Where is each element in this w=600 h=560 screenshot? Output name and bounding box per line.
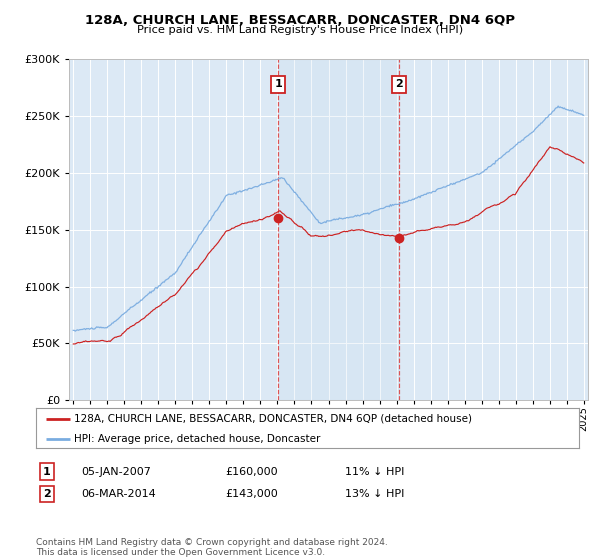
Text: 05-JAN-2007: 05-JAN-2007 [81,466,151,477]
Text: Price paid vs. HM Land Registry's House Price Index (HPI): Price paid vs. HM Land Registry's House … [137,25,463,35]
Text: 1: 1 [274,80,282,90]
Text: 1: 1 [43,466,50,477]
Text: 128A, CHURCH LANE, BESSACARR, DONCASTER, DN4 6QP: 128A, CHURCH LANE, BESSACARR, DONCASTER,… [85,14,515,27]
Text: 11% ↓ HPI: 11% ↓ HPI [345,466,404,477]
Bar [278,59,400,400]
Text: 2: 2 [395,80,403,90]
Text: 13% ↓ HPI: 13% ↓ HPI [345,489,404,499]
Text: Contains HM Land Registry data © Crown copyright and database right 2024.
This d: Contains HM Land Registry data © Crown c… [36,538,388,557]
Text: HPI: Average price, detached house, Doncaster: HPI: Average price, detached house, Donc… [74,434,320,444]
Text: £143,000: £143,000 [225,489,278,499]
Text: 2: 2 [43,489,50,499]
Text: £160,000: £160,000 [225,466,278,477]
Text: 128A, CHURCH LANE, BESSACARR, DONCASTER, DN4 6QP (detached house): 128A, CHURCH LANE, BESSACARR, DONCASTER,… [74,414,472,424]
Text: 06-MAR-2014: 06-MAR-2014 [81,489,156,499]
